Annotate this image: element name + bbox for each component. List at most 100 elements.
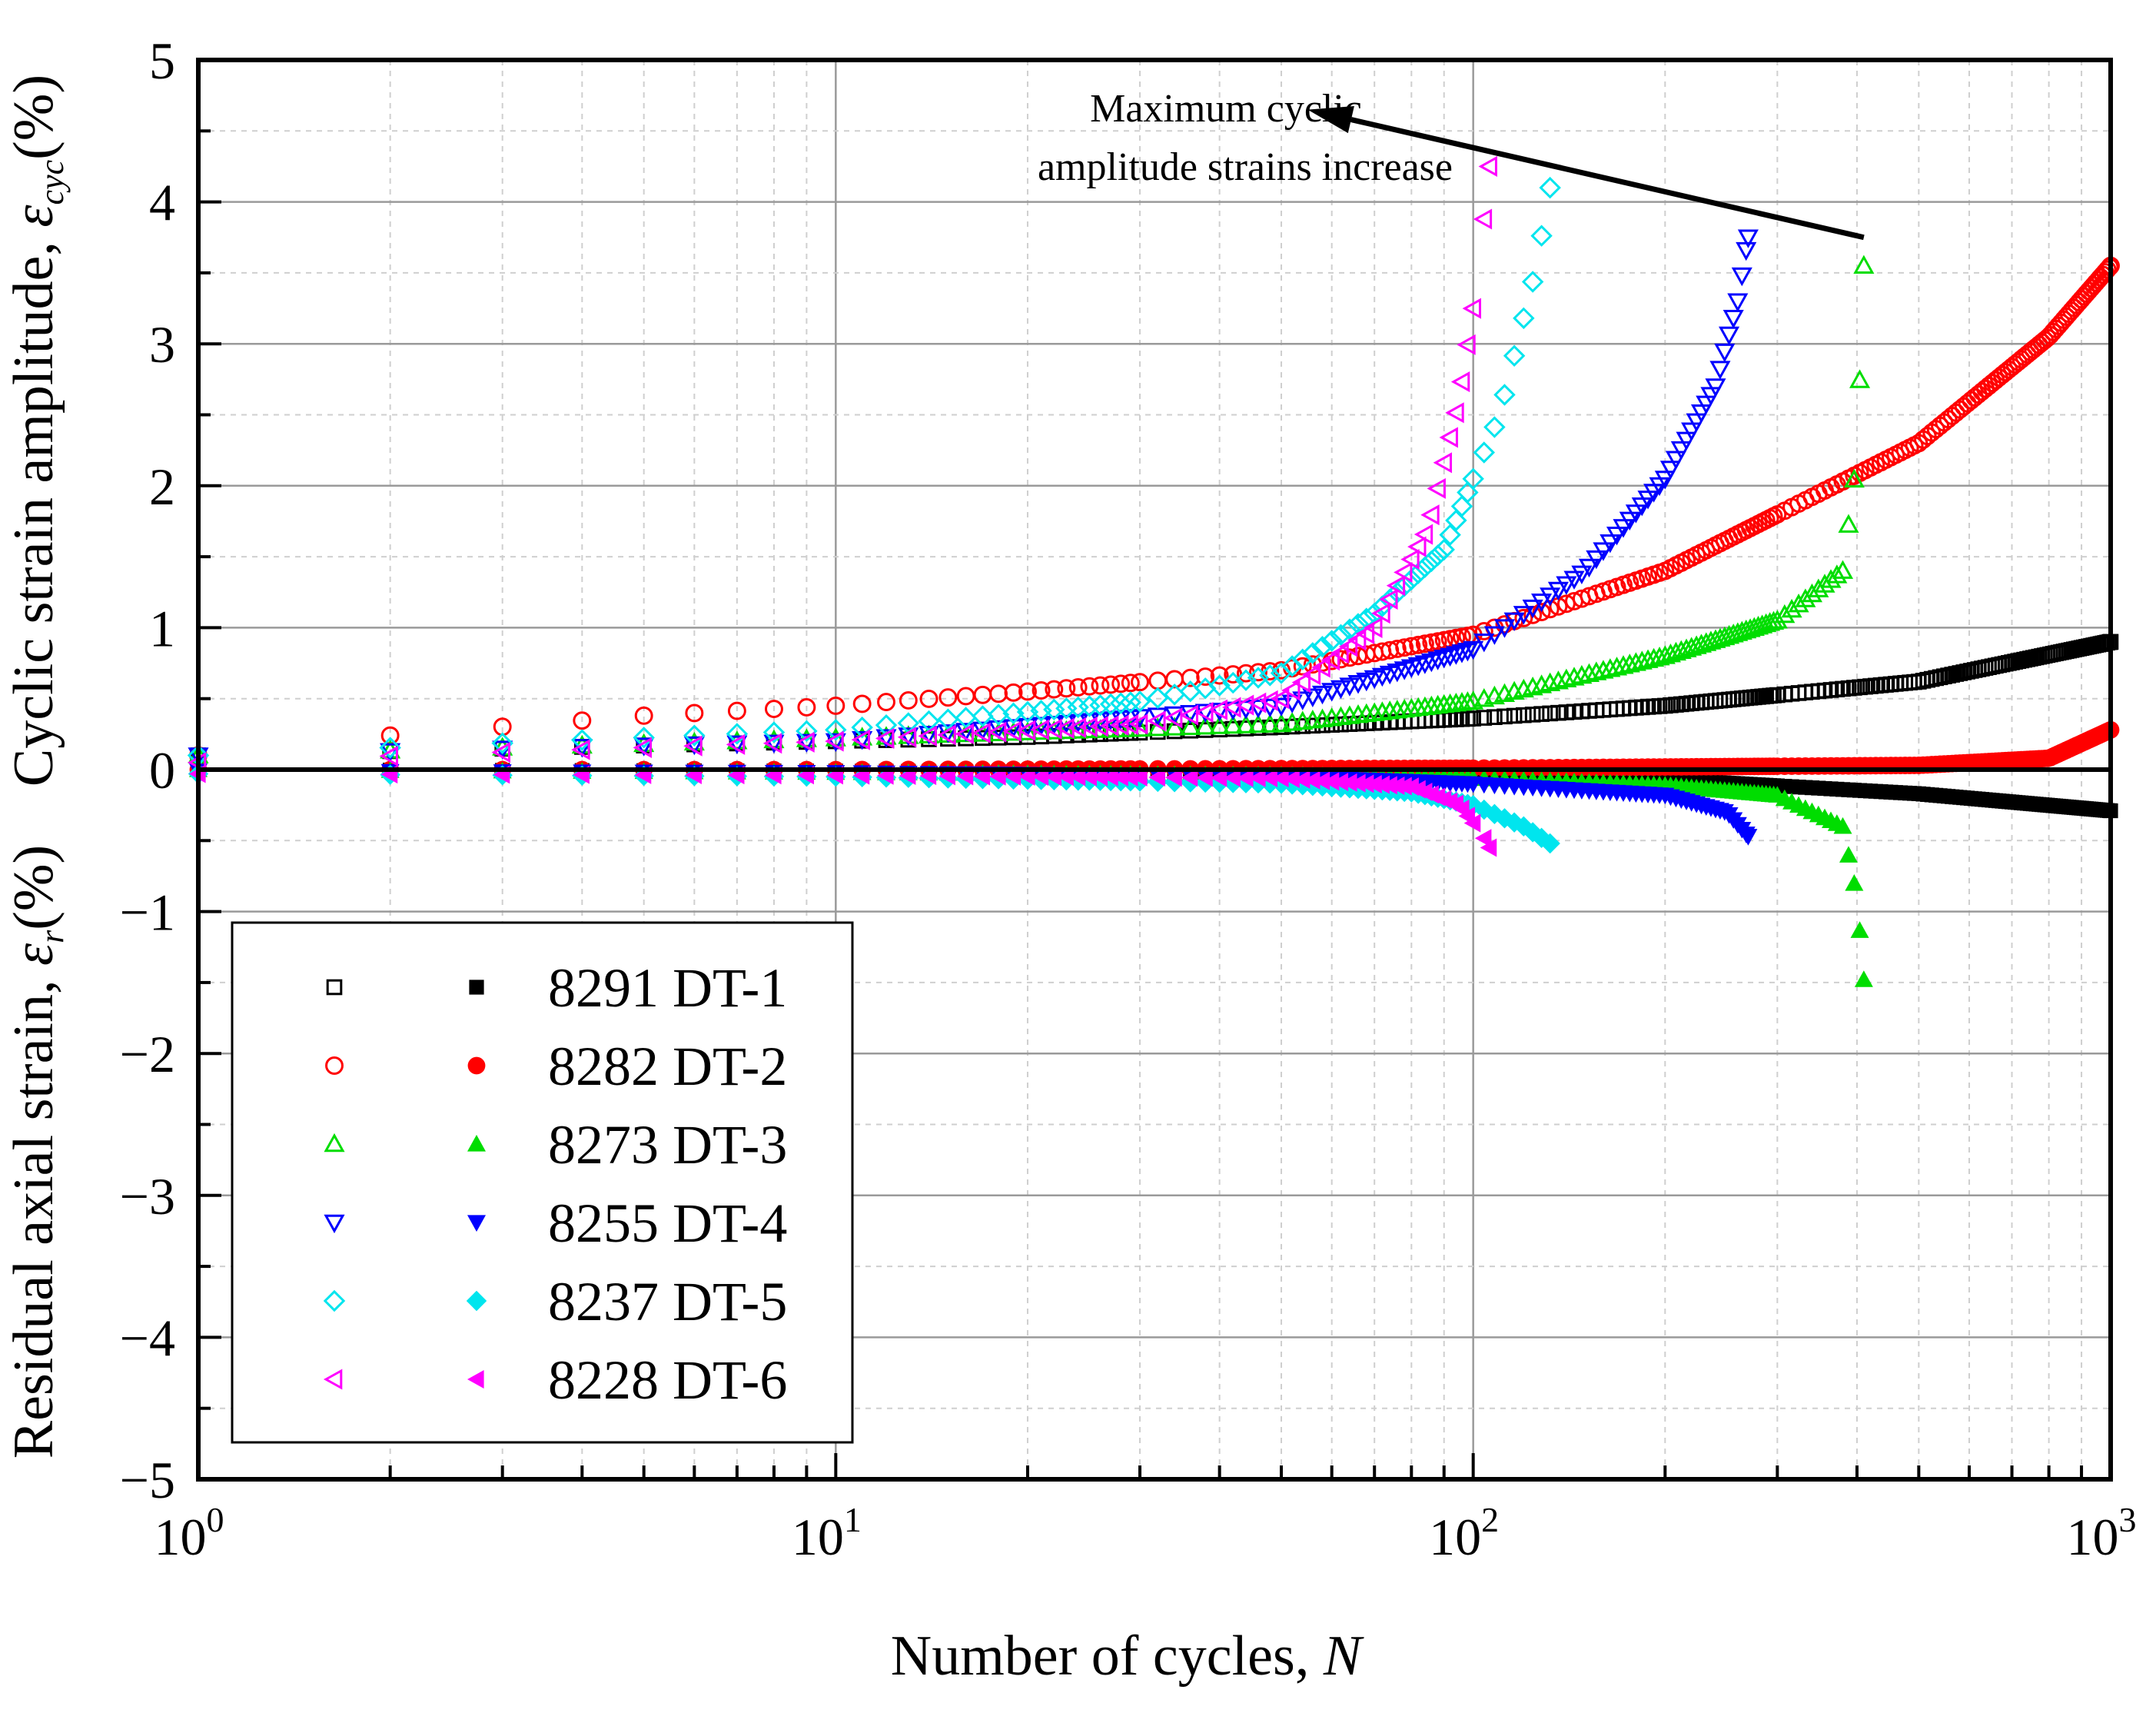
amplitude-point bbox=[1843, 468, 1865, 488]
annotation: Maximum cyclic amplitude strains increas… bbox=[1038, 87, 1865, 241]
amplitude-point bbox=[1516, 707, 1532, 723]
amplitude-point bbox=[1259, 713, 1281, 733]
y-axis-title-lower-unit: (%) bbox=[2, 845, 65, 930]
amplitude-point bbox=[988, 722, 1009, 741]
amplitude-point bbox=[825, 719, 847, 741]
amplitude-point bbox=[683, 735, 703, 757]
y-axis-title-upper: Cyclic strain amplitude, εcyc(%) bbox=[2, 75, 71, 787]
amplitude-point bbox=[726, 735, 748, 755]
amplitude-point bbox=[1643, 647, 1665, 667]
residual-point bbox=[1293, 770, 1311, 789]
amplitude-point bbox=[1493, 619, 1516, 638]
amplitude-point bbox=[1586, 550, 1607, 570]
amplitude-point bbox=[1281, 680, 1301, 701]
y-axis-title-upper-subscript: cyc bbox=[33, 159, 71, 205]
amplitude-point bbox=[918, 725, 937, 747]
residual-point bbox=[1031, 767, 1049, 787]
amplitude-point bbox=[1247, 713, 1269, 733]
amplitude-point bbox=[1600, 534, 1621, 554]
residual-point bbox=[1101, 767, 1118, 787]
amplitude-point bbox=[1670, 441, 1692, 461]
amplitude-point bbox=[1017, 717, 1038, 737]
amplitude-point bbox=[1004, 683, 1023, 702]
amplitude-point bbox=[1017, 721, 1038, 740]
amplitude-point bbox=[1131, 673, 1149, 692]
residual-point bbox=[1850, 921, 1869, 938]
amplitude-point bbox=[1637, 649, 1659, 668]
amplitude-point bbox=[1781, 598, 1802, 618]
amplitude-point bbox=[875, 727, 895, 749]
residual-point bbox=[1302, 775, 1324, 797]
y-axis-title-upper-unit: (%) bbox=[2, 75, 65, 160]
amplitude-point bbox=[1533, 706, 1550, 722]
amplitude-point bbox=[1400, 548, 1420, 570]
amplitude-point bbox=[851, 716, 873, 739]
amplitude-point bbox=[1301, 642, 1324, 664]
amplitude-point bbox=[762, 733, 782, 754]
amplitude-point bbox=[2095, 263, 2114, 281]
amplitude-point bbox=[1386, 575, 1406, 597]
amplitude-point bbox=[1089, 716, 1108, 737]
amplitude-point bbox=[1395, 638, 1414, 657]
amplitude-point bbox=[1109, 692, 1132, 714]
amplitude-point bbox=[1736, 619, 1757, 639]
amplitude-point bbox=[1407, 536, 1427, 557]
amplitude-point bbox=[826, 696, 845, 715]
amplitude-point bbox=[1727, 293, 1749, 312]
legend-filled-marker bbox=[466, 1290, 487, 1312]
amplitude-point bbox=[1463, 640, 1484, 660]
amplitude-point bbox=[1719, 624, 1740, 644]
residual-point bbox=[1283, 770, 1300, 789]
amplitude-point bbox=[1427, 544, 1449, 567]
amplitude-point bbox=[1414, 524, 1433, 545]
amplitude-point bbox=[898, 727, 919, 747]
amplitude-point bbox=[1539, 176, 1561, 199]
series-3 bbox=[188, 254, 1875, 987]
y-tick-label: 2 bbox=[149, 457, 175, 516]
amplitude-point bbox=[1503, 612, 1525, 632]
amplitude-point bbox=[726, 723, 749, 745]
amplitude-point bbox=[897, 727, 917, 748]
y-tick-label: −4 bbox=[120, 1309, 175, 1367]
amplitude-point bbox=[1457, 481, 1479, 504]
residual-point bbox=[1111, 767, 1128, 787]
amplitude-point bbox=[1547, 670, 1569, 690]
legend-box bbox=[231, 921, 854, 1444]
data-series bbox=[187, 155, 2120, 987]
x-tick-label: 102 bbox=[1429, 1500, 1499, 1566]
amplitude-point bbox=[1427, 477, 1446, 499]
amplitude-point bbox=[1514, 608, 1533, 627]
amplitude-point bbox=[1409, 635, 1428, 654]
residual-point bbox=[1463, 813, 1481, 833]
amplitude-point bbox=[937, 724, 956, 746]
legend-item: 8228 DT-6 bbox=[323, 1349, 787, 1411]
legend-open-marker bbox=[324, 1133, 345, 1153]
amplitude-point bbox=[1473, 633, 1495, 653]
amplitude-point bbox=[1586, 661, 1607, 680]
amplitude-point bbox=[1474, 621, 1493, 640]
y-axis-title-lower: Residual axial strain, εr(%) bbox=[2, 845, 71, 1459]
amplitude-point bbox=[379, 745, 398, 767]
amplitude-point bbox=[1613, 519, 1634, 538]
series-2 bbox=[189, 256, 2120, 779]
amplitude-point bbox=[1532, 603, 1551, 621]
amplitude-point bbox=[1057, 679, 1076, 698]
amplitude-point bbox=[1291, 648, 1314, 670]
amplitude-point bbox=[1128, 690, 1151, 713]
amplitude-point bbox=[1321, 630, 1343, 652]
amplitude-point bbox=[1838, 514, 1859, 533]
residual-point bbox=[1271, 773, 1292, 794]
amplitude-point bbox=[765, 700, 783, 719]
amplitude-point bbox=[1483, 416, 1506, 438]
amplitude-point bbox=[1450, 371, 1470, 393]
residual-point bbox=[1540, 833, 1560, 854]
amplitude-point bbox=[1705, 378, 1726, 397]
amplitude-point bbox=[1067, 696, 1089, 719]
amplitude-point bbox=[1820, 569, 1842, 588]
legend-filled-marker bbox=[467, 1056, 486, 1075]
amplitude-point bbox=[1493, 384, 1516, 406]
legend-item: 8255 DT-4 bbox=[324, 1192, 787, 1254]
amplitude-point bbox=[1330, 643, 1349, 664]
amplitude-point bbox=[1606, 657, 1628, 676]
